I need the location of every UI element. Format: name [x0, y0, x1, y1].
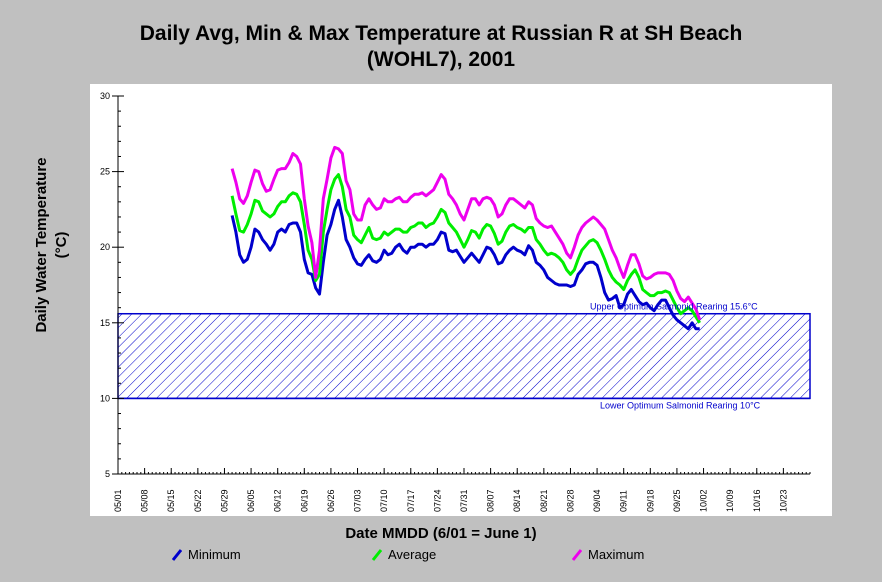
legend-item-average: Average	[372, 547, 436, 562]
y-tick-label: 5	[105, 469, 110, 479]
y-tick-label: 20	[100, 242, 110, 252]
x-tick-label: 10/02	[699, 489, 709, 512]
x-tick-label: 09/25	[672, 489, 682, 512]
x-tick-label: 10/23	[778, 489, 788, 512]
x-tick-label: 10/16	[752, 489, 762, 512]
x-tick-label: 06/26	[326, 489, 336, 512]
y-tick-label: 10	[100, 393, 110, 403]
y-tick-label: 30	[100, 91, 110, 101]
legend-item-maximum: Maximum	[572, 547, 644, 562]
optimum-band	[117, 312, 811, 400]
y-axis-label-line2: (°C)	[53, 232, 70, 259]
x-tick-label: 06/05	[246, 489, 256, 512]
legend-swatch-minimum	[172, 548, 182, 561]
legend-label-maximum: Maximum	[588, 547, 645, 562]
x-tick-label: 07/24	[432, 489, 442, 512]
optimum-upper-label: Upper Optimum Salmonid Rearing 15.6°C	[590, 302, 758, 312]
optimum-lower-label: Lower Optimum Salmonid Rearing 10°C	[600, 400, 761, 410]
x-tick-label: 08/07	[486, 489, 496, 512]
x-tick-label: 05/15	[166, 489, 176, 512]
x-tick-label: 08/21	[539, 489, 549, 512]
y-tick-label: 15	[100, 318, 110, 328]
x-tick-label: 07/17	[406, 489, 416, 512]
x-tick-label: 05/22	[193, 489, 203, 512]
legend-swatch-maximum	[572, 548, 582, 561]
x-tick-label: 05/08	[140, 489, 150, 512]
x-tick-label: 05/29	[219, 489, 229, 512]
chart-title-line1: Daily Avg, Min & Max Temperature at Russ…	[139, 22, 743, 45]
x-tick-label: 09/04	[592, 489, 602, 512]
x-tick-label: 07/03	[353, 489, 363, 512]
legend-label-average: Average	[388, 547, 437, 562]
x-tick-label: 09/18	[645, 489, 655, 512]
legend-item-minimum: Minimum	[172, 547, 241, 562]
x-tick-label: 10/09	[725, 489, 735, 512]
x-axis-label: Date MMDD (6/01 = June 1)	[345, 525, 537, 542]
x-tick-label: 07/31	[459, 489, 469, 512]
x-tick-label: 06/12	[273, 489, 283, 512]
chart-title-line2: (WOHL7), 2001	[366, 48, 516, 71]
x-tick-label: 08/28	[565, 489, 575, 512]
x-tick-label: 08/14	[512, 489, 522, 512]
plot-area	[90, 84, 832, 516]
x-tick-label: 09/11	[619, 490, 629, 512]
legend-label-minimum: Minimum	[188, 547, 241, 562]
y-tick-label: 25	[100, 167, 110, 177]
y-axis-label: Daily Water Temperature (°C)	[20, 130, 80, 360]
series-line-minimum	[230, 198, 700, 331]
legend-swatch-average	[372, 548, 382, 561]
series-line-average	[230, 173, 701, 324]
series-line-maximum	[230, 145, 702, 321]
x-tick-label: 07/10	[379, 489, 389, 512]
y-axis-label-line1: Daily Water Temperature	[33, 157, 50, 332]
x-tick-label: 05/01	[113, 489, 123, 512]
x-tick-label: 06/19	[299, 489, 309, 512]
